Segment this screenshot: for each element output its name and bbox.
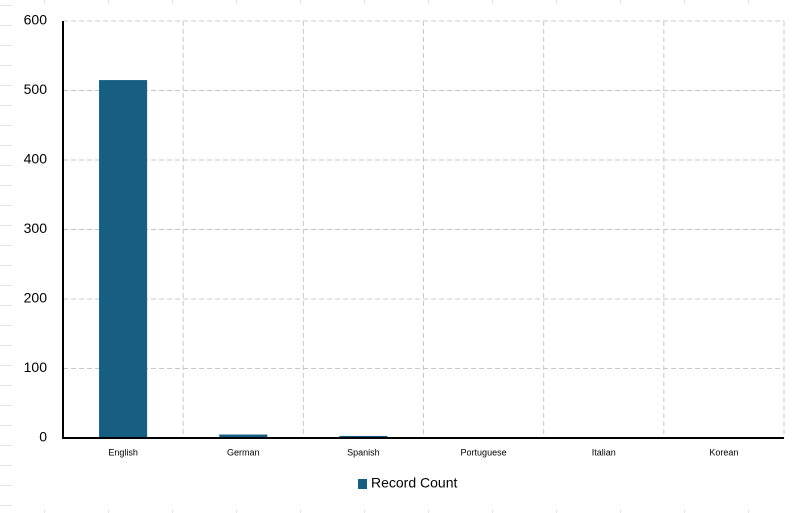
y-tick-label: 100 [24,359,48,375]
x-tick-label: Portuguese [461,447,507,457]
y-tick-label: 400 [24,151,48,167]
bar [99,80,148,438]
bar [339,435,388,438]
y-tick-label: 500 [24,81,48,97]
y-tick-label: 200 [24,290,48,306]
x-tick-label: Korean [709,447,738,457]
bar [219,434,268,438]
y-tick-label: 0 [39,429,47,445]
x-tick-label: German [227,447,260,457]
legend-swatch [358,479,367,489]
x-tick-label: English [108,447,138,457]
x-tick-label: Italian [592,447,616,457]
legend-label: Record Count [371,475,457,491]
x-tick-label: Spanish [347,447,380,457]
y-tick-label: 600 [24,12,48,28]
y-tick-label: 300 [24,220,48,236]
